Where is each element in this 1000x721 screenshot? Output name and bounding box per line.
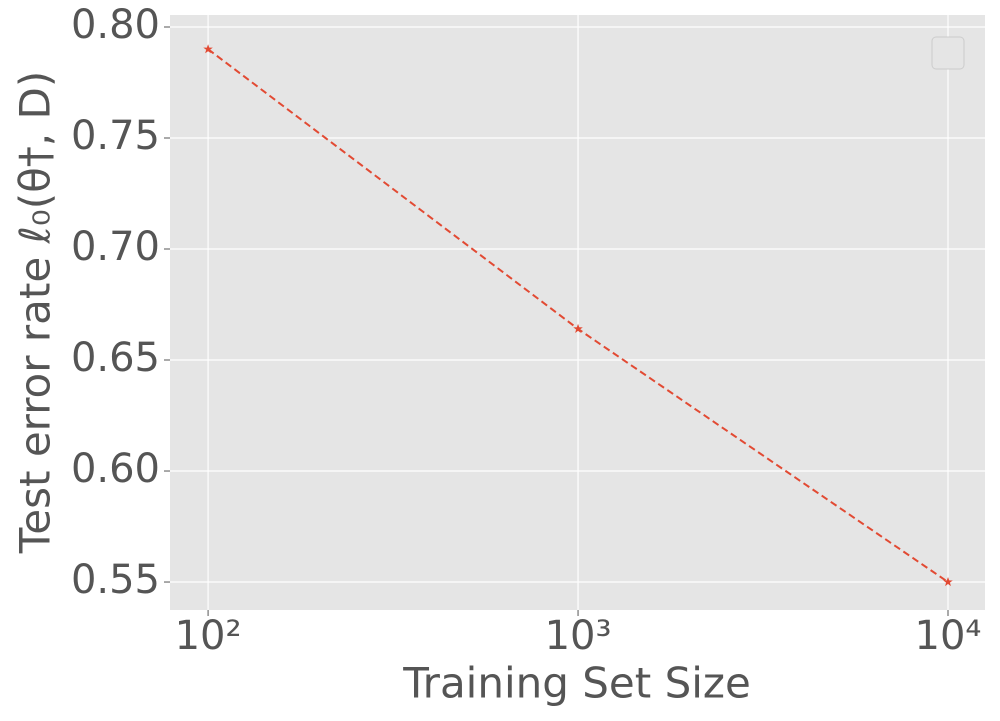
x-tick-label: 10³ (545, 613, 612, 659)
legend-box (931, 36, 965, 70)
y-tick-label: 0.60 (71, 446, 160, 492)
y-tick-label: 0.70 (71, 224, 160, 270)
data-point (943, 577, 953, 587)
y-axis-label: Test error rate ℓ₀(θ†, D) (11, 71, 60, 554)
y-tick-label: 0.80 (71, 2, 160, 48)
data-point (573, 323, 583, 333)
y-tick-label: 0.55 (71, 557, 160, 603)
y-tick-label: 0.75 (71, 113, 160, 159)
data-point (203, 44, 213, 54)
x-tick-label: 10⁴ (915, 613, 982, 659)
y-tick-label: 0.65 (71, 335, 160, 381)
grid (170, 15, 985, 610)
x-tick-label: 10² (175, 613, 242, 659)
x-axis-label: Training Set Size (402, 659, 751, 708)
